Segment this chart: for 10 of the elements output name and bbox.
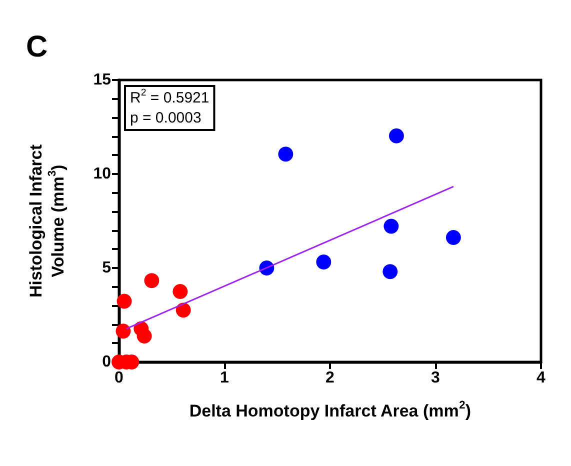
x-tick-label: 4 — [536, 370, 546, 386]
y-tick-label: 5 — [102, 260, 112, 276]
y-tick-label: 15 — [93, 72, 112, 88]
x-tick-label: 2 — [326, 370, 335, 386]
y-tick-label: 10 — [93, 166, 112, 182]
text: C — [26, 30, 48, 64]
x-tick-label: 1 — [220, 370, 230, 386]
x-tick-label: 3 — [431, 370, 440, 386]
x-tick-label: 0 — [114, 370, 124, 386]
y-tick-label: 0 — [102, 354, 112, 370]
